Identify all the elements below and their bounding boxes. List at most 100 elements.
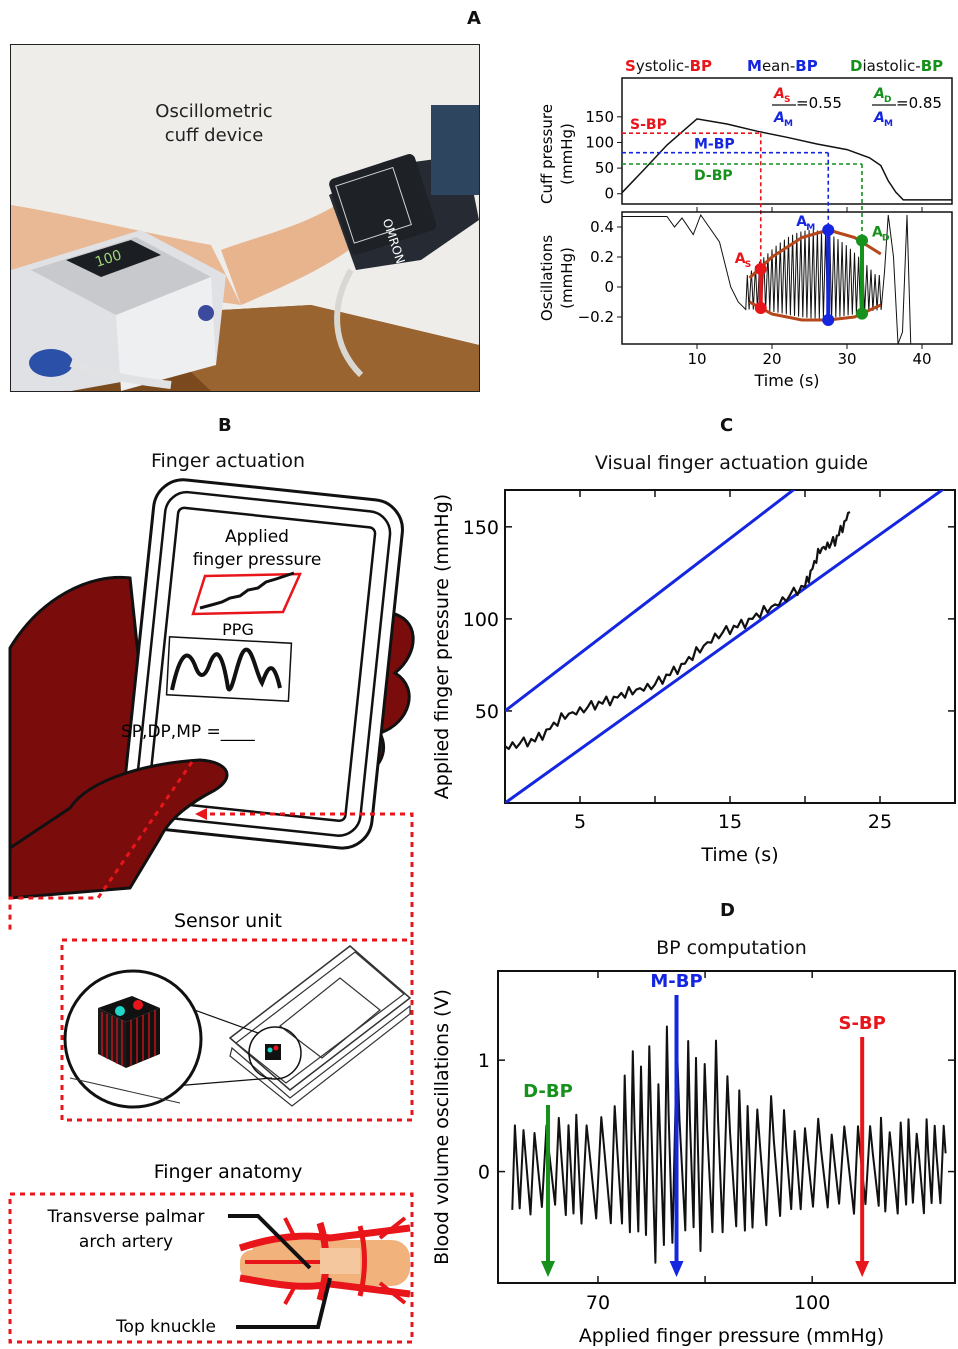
d-frame <box>497 970 956 1284</box>
c-pressure-trace <box>504 511 851 750</box>
legend-diastolic-initial: D <box>850 57 862 75</box>
a-top-frame <box>621 77 953 205</box>
d-ylabel: Blood volume oscillations (V) <box>431 989 453 1265</box>
c-xlabel: Time (s) <box>700 844 778 866</box>
panel-letter-c: C <box>720 415 734 436</box>
photo-caption-line-2: cuff device <box>164 125 264 146</box>
knuckle-label: Top knuckle <box>115 1317 216 1337</box>
a-ratio-s-den-sub: M <box>784 119 793 129</box>
a-bottom-frame <box>621 211 953 345</box>
a-ratio-d-den-sub: M <box>884 119 893 129</box>
d-mbp-label: M-BP <box>650 971 702 992</box>
a-top-ylabel-2: (mmHg) <box>558 123 576 185</box>
photo-illustration: OMRON 100 <box>11 45 479 391</box>
legend-mean-rest: ean- <box>762 57 795 75</box>
a-ratio-d-num: A <box>873 86 885 102</box>
connector-arrowhead <box>195 808 207 820</box>
chart-c: 5 15 25 150 100 50 Time (s) Applied finger pres… <box>431 489 956 866</box>
a-bottom-ylabel-1: Oscillations <box>538 235 556 321</box>
a-xtick-label: 20 <box>762 350 781 368</box>
legend-systolic-initial: S <box>625 57 636 75</box>
c-guide-lower <box>505 490 945 803</box>
sensor-phone <box>228 945 412 1107</box>
a-ratio-s-num: A <box>773 86 785 102</box>
svg-text:100: 100 <box>93 247 123 270</box>
finger-anatomy-box <box>8 1192 414 1344</box>
c-ytick-label: 100 <box>463 609 499 631</box>
c-ytick-label: 50 <box>475 701 499 723</box>
a-point-ad-top-dot <box>856 234 868 247</box>
finger-anatomy-title: Finger anatomy <box>154 1161 303 1183</box>
panel-d-title: BP computation <box>656 937 807 959</box>
legend-mean: Mean-BP <box>747 57 818 75</box>
cuff-device-photo: OMRON 100 Oscillometric cuff device <box>10 44 480 392</box>
a-bottom-ylabel-2: (mmHg) <box>558 247 576 309</box>
a-bottom-ytick-label: 0 <box>604 278 614 296</box>
legend-diastolic-suffix: BP <box>921 57 943 75</box>
d-sbp-arrow-head <box>855 1261 870 1277</box>
hand-thumb <box>8 758 229 900</box>
a-top-ytick-label: 150 <box>585 108 614 126</box>
phone-ppg-trace <box>170 647 282 692</box>
a-ratio-d-value: =0.85 <box>896 94 942 112</box>
a-xlabel: Time (s) <box>753 371 819 390</box>
a-xtick-label: 30 <box>837 350 856 368</box>
panel-b-title: Finger actuation <box>150 450 306 472</box>
a-point-am-bottom-dot <box>822 314 835 326</box>
c-ytick-label: 150 <box>463 517 499 539</box>
a-point-as-label-sub: S <box>745 260 751 270</box>
d-ytick-label: 0 <box>478 1162 490 1184</box>
a-top-ytick-label: 100 <box>585 133 614 151</box>
phone-pressure-box <box>191 572 302 616</box>
a-cuff-pressure-line <box>621 118 952 201</box>
knuckle-leader-line <box>236 1277 332 1329</box>
phone-readout: SP,DP,MP =____ <box>121 722 255 742</box>
c-xtick-label: 15 <box>718 811 742 833</box>
chart-a-top: Systolic-BP Mean-BP Diastolic-BP150100500C… <box>538 57 953 269</box>
legend-systolic-suffix: BP <box>690 57 712 75</box>
phone-applied-line2: finger pressure <box>193 550 322 570</box>
a-top-ylabel-1: Cuff pressure <box>538 104 556 204</box>
sensor-cube <box>98 996 160 1068</box>
a-dbp-label: D-BP <box>694 168 733 184</box>
panel-b-illustration: Applied finger pressure PPG SP,DP,MP =__… <box>8 478 415 1344</box>
artery-leader-line <box>228 1214 312 1270</box>
a-ratio-s-value: =0.55 <box>796 94 842 112</box>
legend-systolic-rest: ystolic- <box>636 57 690 75</box>
dotted-connector-right <box>200 812 414 938</box>
phone-ppg-label: PPG <box>222 620 254 639</box>
a-bottom-ytick-label: 0.4 <box>590 218 614 236</box>
chart-a: Systolic-BP Mean-BP Diastolic-BP150100500C… <box>538 57 953 390</box>
chart-d: 70 100 1 0 Applied finger pressure (mmHg) Blo… <box>431 970 956 1347</box>
phone-applied-line1: Applied <box>225 527 289 547</box>
phone-ppg-box <box>165 636 293 702</box>
a-xtick-label: 10 <box>687 350 706 368</box>
panel-letter-a: A <box>467 8 481 29</box>
a-ratio-s-den: A <box>773 110 785 126</box>
a-mbp-label: M-BP <box>694 137 735 153</box>
panel-letter-b: B <box>218 415 232 436</box>
a-point-ad-label-sub: D <box>882 234 889 244</box>
artery-label-line2: arch artery <box>79 1232 173 1252</box>
a-top-ytick-label: 50 <box>595 159 614 177</box>
a-point-as-bottom-dot <box>754 302 767 314</box>
d-dbp-label: D-BP <box>523 1081 573 1102</box>
a-point-am-top-dot <box>822 224 835 236</box>
legend-mean-initial: M <box>747 57 762 75</box>
legend-mean-suffix: BP <box>795 57 817 75</box>
c-guide-upper <box>505 490 796 713</box>
c-xtick-label: 5 <box>574 811 586 833</box>
a-point-as-label: A <box>735 251 746 267</box>
d-xtick-label: 100 <box>794 1292 830 1314</box>
c-ylabel: Applied finger pressure (mmHg) <box>431 494 453 799</box>
dotted-connector <box>8 761 194 933</box>
a-ratio-d-den: A <box>873 110 885 126</box>
chart-a-bottom: 0.4 0.2 0 −0.2 10 20 30 40 Time (s) Oscillations(… <box>538 207 953 390</box>
a-top-ytick-label: 0 <box>604 185 614 203</box>
d-xtick-label: 70 <box>586 1292 610 1314</box>
artery-label-line1: Transverse palmar <box>46 1207 204 1227</box>
legend-diastolic: Diastolic-BP <box>850 57 943 75</box>
panel-c-title: Visual finger actuation guide <box>594 452 869 474</box>
d-xlabel: Applied finger pressure (mmHg) <box>579 1325 884 1347</box>
a-point-as-top-dot <box>754 263 767 275</box>
